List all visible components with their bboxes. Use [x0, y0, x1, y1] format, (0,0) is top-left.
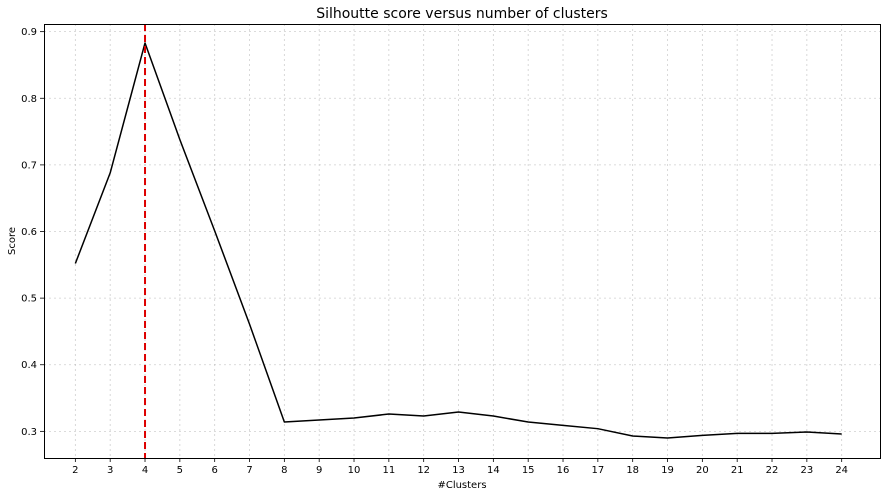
x-tick-label: 14	[487, 465, 500, 476]
x-axis: 2 3 4 5 6 7 8 9 10 11 12 13 14 15 16 17 18 19 20 21 22 23 24	[72, 458, 848, 476]
series-line	[74, 42, 842, 439]
grid	[44, 24, 880, 458]
x-tick-label: 17	[591, 465, 604, 476]
x-tick-label: 11	[382, 465, 395, 476]
x-tick-label: 9	[316, 465, 322, 476]
x-tick-label: 15	[522, 465, 535, 476]
x-tick-label: 7	[246, 465, 252, 476]
y-tick-label: 0.5	[21, 294, 37, 305]
x-tick-label: 19	[661, 465, 674, 476]
x-tick-label: 3	[107, 465, 113, 476]
x-tick-label: 4	[142, 465, 148, 476]
plot-frame	[44, 24, 881, 459]
x-tick-label: 6	[211, 465, 217, 476]
chart-title: Silhoutte score versus number of cluster…	[316, 6, 608, 22]
y-tick-label: 0.4	[21, 360, 37, 371]
x-tick-label: 13	[452, 465, 465, 476]
y-tick-label: 0.8	[21, 94, 37, 105]
x-tick-label: 2	[72, 465, 78, 476]
x-tick-label: 24	[835, 465, 848, 476]
x-tick-label: 23	[800, 465, 813, 476]
x-tick-label: 22	[766, 465, 779, 476]
y-axis-label: Score	[7, 227, 18, 255]
y-tick-label: 0.3	[21, 427, 37, 438]
y-axis: 0.3 0.4 0.5 0.6 0.7 0.8 0.9	[21, 27, 44, 438]
x-tick-label: 12	[417, 465, 430, 476]
x-tick-label: 8	[281, 465, 287, 476]
y-tick-label: 0.7	[21, 160, 37, 171]
x-tick-label: 21	[731, 465, 744, 476]
y-tick-label: 0.6	[21, 227, 37, 238]
x-tick-label: 10	[348, 465, 361, 476]
x-tick-label: 16	[557, 465, 570, 476]
x-tick-label: 20	[696, 465, 709, 476]
x-axis-label: #Clusters	[437, 480, 486, 491]
x-tick-label: 18	[626, 465, 639, 476]
x-tick-label: 5	[177, 465, 183, 476]
y-tick-label: 0.9	[21, 27, 37, 38]
plot-marks	[74, 24, 842, 458]
